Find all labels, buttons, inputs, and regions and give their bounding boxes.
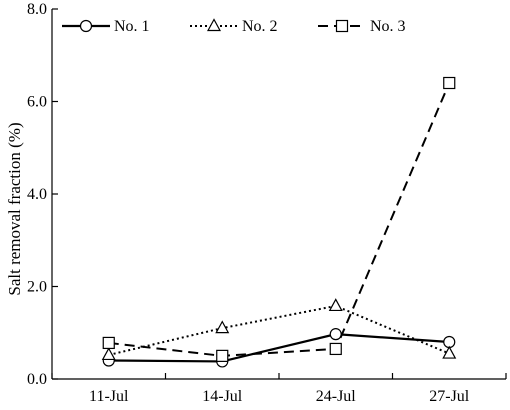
y-tick-label: 4.0 <box>27 186 47 203</box>
data-point-no-1 <box>329 328 342 341</box>
legend-marker-no-3 <box>335 19 349 33</box>
x-tick-label: 14-Jul <box>202 388 243 405</box>
legend-marker-no-2 <box>206 18 222 32</box>
y-tick-label: 2.0 <box>27 279 47 296</box>
series-group <box>101 76 457 368</box>
series-line-no-1 <box>108 333 450 363</box>
y-tick-label: 8.0 <box>27 1 47 18</box>
data-point-no-2 <box>215 320 230 334</box>
series-line-no-3 <box>108 82 451 357</box>
data-point-no-3 <box>443 76 456 90</box>
y-tick-label: 6.0 <box>27 94 47 111</box>
x-tick-label: 27-Jul <box>429 388 470 405</box>
legend-label-no-3: No. 3 <box>370 18 406 35</box>
x-tick-label: 24-Jul <box>316 388 357 405</box>
legend-marker-no-1 <box>79 19 93 33</box>
data-point-no-3 <box>216 349 229 362</box>
legend-label-no-1: No. 1 <box>114 18 150 35</box>
data-point-no-2 <box>442 345 457 359</box>
y-axis-ticks: 0.0 2.0 4.0 6.0 8.0 <box>27 1 58 388</box>
data-point-no-2 <box>328 298 343 312</box>
axes <box>51 9 506 380</box>
legend: No. 1 No. 2 No. 3 <box>62 18 406 35</box>
y-tick-label: 0.0 <box>27 371 47 388</box>
y-axis-title: Salt removal fraction (%) <box>5 122 24 295</box>
x-axis-ticks: 11-Jul 14-Jul 24-Jul 27-Jul <box>51 373 507 405</box>
data-point-no-3 <box>102 336 115 350</box>
data-point-no-3 <box>329 342 342 356</box>
data-point-no-2 <box>101 347 116 361</box>
legend-label-no-2: No. 2 <box>242 18 278 35</box>
x-tick-label: 11-Jul <box>89 388 129 405</box>
